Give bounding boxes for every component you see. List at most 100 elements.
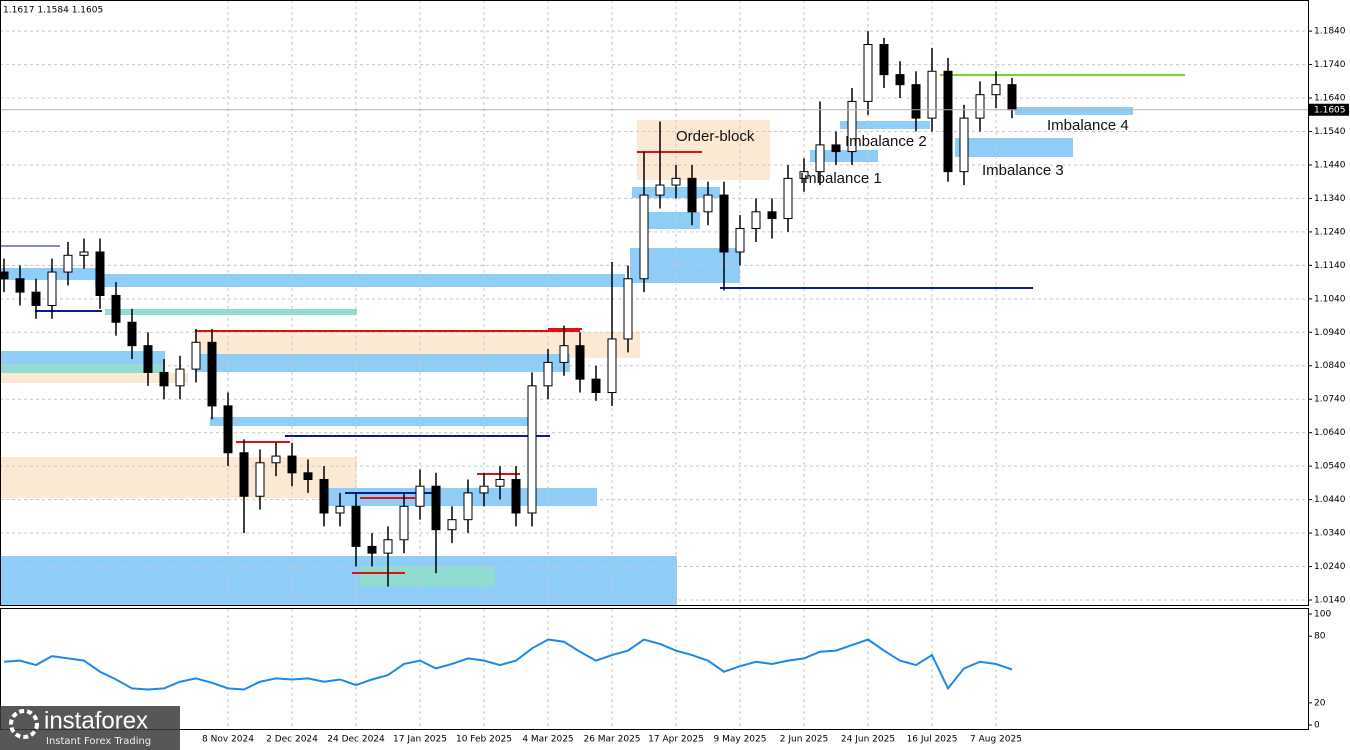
last-price-tag: [1309, 103, 1349, 116]
y-tick-label: 80: [1314, 632, 1326, 642]
candle-body: [575, 345, 585, 380]
zone: [105, 309, 357, 315]
x-tick-label: 10 Feb 2025: [456, 735, 512, 745]
x-tick-label: 2 Dec 2024: [266, 735, 318, 745]
x-tick-label: 4 Mar 2025: [522, 735, 573, 745]
candle-body: [863, 44, 873, 102]
candle-body: [191, 341, 201, 370]
candle-body: [431, 485, 441, 531]
candle-body: [799, 171, 809, 179]
oscillator-frame: [0, 608, 1309, 730]
candle-body: [639, 194, 649, 280]
y-tick-label: 1.0440: [1314, 495, 1346, 505]
x-tick-label: 2 Jun 2025: [780, 735, 828, 745]
candle-body: [383, 539, 393, 554]
oscillator-line: [3, 638, 1013, 691]
candle-body: [943, 70, 953, 173]
candle-body: [559, 345, 569, 363]
candle-body: [511, 479, 521, 514]
y-tick-label: 1.1740: [1314, 60, 1346, 70]
candle-body: [735, 228, 745, 253]
candle-body: [47, 271, 57, 307]
y-tick-label: 1.0140: [1314, 595, 1346, 605]
candle-body: [255, 462, 265, 497]
annotations: Order-block Imbalance 1 Imbalance 2 Imba…: [676, 117, 1129, 187]
y-tick-label: 0: [1314, 721, 1320, 731]
candle-body: [847, 100, 857, 153]
y-tick-label: 1.1140: [1314, 261, 1346, 271]
x-tick-label: 16 Jul 2025: [907, 735, 958, 745]
logo-icon: [9, 709, 39, 739]
x-tick-label: 7 Aug 2025: [970, 735, 1022, 745]
candle-body: [351, 505, 361, 547]
candle-body: [303, 472, 313, 481]
candle-body: [815, 144, 825, 173]
imbalance-zone: [810, 150, 878, 162]
y-tick-label: 20: [1314, 698, 1326, 708]
y-tick-label: 1.1040: [1314, 294, 1346, 304]
candle-body: [287, 455, 297, 474]
candle-body: [543, 361, 553, 387]
candle-body: [479, 485, 489, 494]
annotation: Imbalance 3: [982, 162, 1064, 179]
y-tick-label: 1.0640: [1314, 428, 1346, 438]
candle-body: [959, 117, 969, 173]
candle-body: [911, 84, 921, 119]
candle-body: [79, 251, 89, 256]
last-price-label: 1.1605: [1314, 105, 1346, 115]
candle-body: [335, 505, 345, 514]
zone: [95, 274, 625, 287]
candle-body: [783, 177, 793, 220]
candle-body: [63, 254, 73, 273]
candle-body: [271, 455, 281, 464]
candle-body: [831, 144, 841, 153]
candle-body: [0, 271, 9, 280]
zone: [0, 364, 165, 374]
candle-body: [751, 211, 761, 230]
candle-body: [991, 84, 1001, 96]
zone: [640, 212, 700, 229]
candle-body: [655, 184, 665, 196]
candle-body: [207, 341, 217, 407]
candle-body: [719, 194, 729, 253]
candle-body: [223, 405, 233, 454]
candle-body: [143, 345, 153, 373]
candle-body: [239, 452, 249, 497]
candle-body: [159, 371, 169, 387]
logo: instaforex Instant Forex Trading: [0, 706, 180, 750]
y-tick-label: 1.1540: [1314, 127, 1346, 137]
grid: [0, 0, 1308, 729]
candle-body: [1007, 84, 1017, 111]
x-tick-label: 17 Apr 2025: [648, 735, 704, 745]
y-tick-label: 1.0940: [1314, 328, 1346, 338]
imbalance-zone: [840, 121, 930, 129]
y-tick-label: 1.0340: [1314, 529, 1346, 539]
candle-body: [527, 385, 537, 514]
y-tick-label: 1.1440: [1314, 160, 1346, 170]
y-tick-label: 1.0840: [1314, 361, 1346, 371]
candle-body: [31, 291, 41, 307]
zone: [210, 417, 532, 426]
x-tick-label: 26 Mar 2025: [583, 735, 640, 745]
annotation: Imbalance 4: [1047, 117, 1129, 134]
y-tick-label: 1.1640: [1314, 94, 1346, 104]
zone: [195, 354, 570, 372]
candle-body: [175, 368, 185, 387]
candle-body: [927, 70, 937, 119]
candle-body: [703, 194, 713, 213]
brand-name: instaforex: [44, 707, 148, 734]
candle-body: [319, 479, 329, 514]
y-tick-label: 1.0240: [1314, 562, 1346, 572]
order-block-zone: [637, 120, 770, 180]
annotation: Order-block: [676, 128, 755, 145]
x-tick-label: 24 Jun 2025: [841, 735, 895, 745]
zone: [0, 457, 357, 498]
zone: [0, 556, 677, 605]
x-tick-label: 24 Dec 2024: [327, 735, 385, 745]
candle-body: [687, 177, 697, 213]
imbalance-zone: [1015, 107, 1133, 115]
candle-body: [399, 505, 409, 541]
annotation: Imbalance 2: [845, 133, 927, 150]
